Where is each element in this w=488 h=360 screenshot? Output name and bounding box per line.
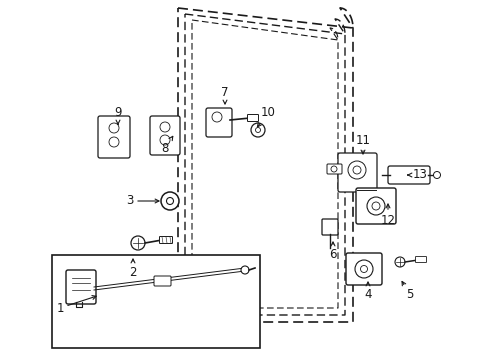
Circle shape <box>330 166 336 172</box>
FancyBboxPatch shape <box>205 108 231 137</box>
Circle shape <box>212 112 222 122</box>
FancyBboxPatch shape <box>387 166 429 184</box>
FancyBboxPatch shape <box>154 276 171 286</box>
Circle shape <box>160 135 170 145</box>
Text: 13: 13 <box>407 168 427 181</box>
FancyBboxPatch shape <box>247 114 258 122</box>
Circle shape <box>371 202 379 210</box>
FancyBboxPatch shape <box>150 116 180 155</box>
FancyBboxPatch shape <box>355 188 395 224</box>
FancyBboxPatch shape <box>321 219 337 235</box>
Text: 10: 10 <box>257 107 275 127</box>
Circle shape <box>166 198 173 204</box>
Bar <box>52 255 260 348</box>
Text: 3: 3 <box>126 194 159 207</box>
Text: 12: 12 <box>380 204 395 226</box>
Circle shape <box>255 127 260 132</box>
Circle shape <box>354 260 372 278</box>
Circle shape <box>109 123 119 133</box>
Text: 2: 2 <box>129 259 137 279</box>
Circle shape <box>433 171 440 179</box>
FancyBboxPatch shape <box>98 116 130 158</box>
Circle shape <box>360 266 367 273</box>
FancyBboxPatch shape <box>326 164 341 174</box>
FancyBboxPatch shape <box>337 153 376 192</box>
Text: 9: 9 <box>114 107 122 124</box>
Circle shape <box>366 197 384 215</box>
FancyBboxPatch shape <box>346 253 381 285</box>
Text: 4: 4 <box>364 282 371 302</box>
Text: 1: 1 <box>56 296 96 315</box>
Circle shape <box>109 137 119 147</box>
FancyBboxPatch shape <box>415 256 426 262</box>
Text: 7: 7 <box>221 85 228 104</box>
FancyBboxPatch shape <box>159 237 172 243</box>
Text: 5: 5 <box>401 282 413 302</box>
Circle shape <box>131 236 145 250</box>
Text: 11: 11 <box>355 134 370 154</box>
Circle shape <box>160 122 170 132</box>
Circle shape <box>394 257 404 267</box>
Circle shape <box>161 192 179 210</box>
Text: 8: 8 <box>161 136 172 154</box>
Circle shape <box>352 166 360 174</box>
FancyBboxPatch shape <box>66 270 96 304</box>
Text: 6: 6 <box>328 242 336 261</box>
Circle shape <box>250 123 264 137</box>
Circle shape <box>347 161 365 179</box>
Circle shape <box>241 266 248 274</box>
